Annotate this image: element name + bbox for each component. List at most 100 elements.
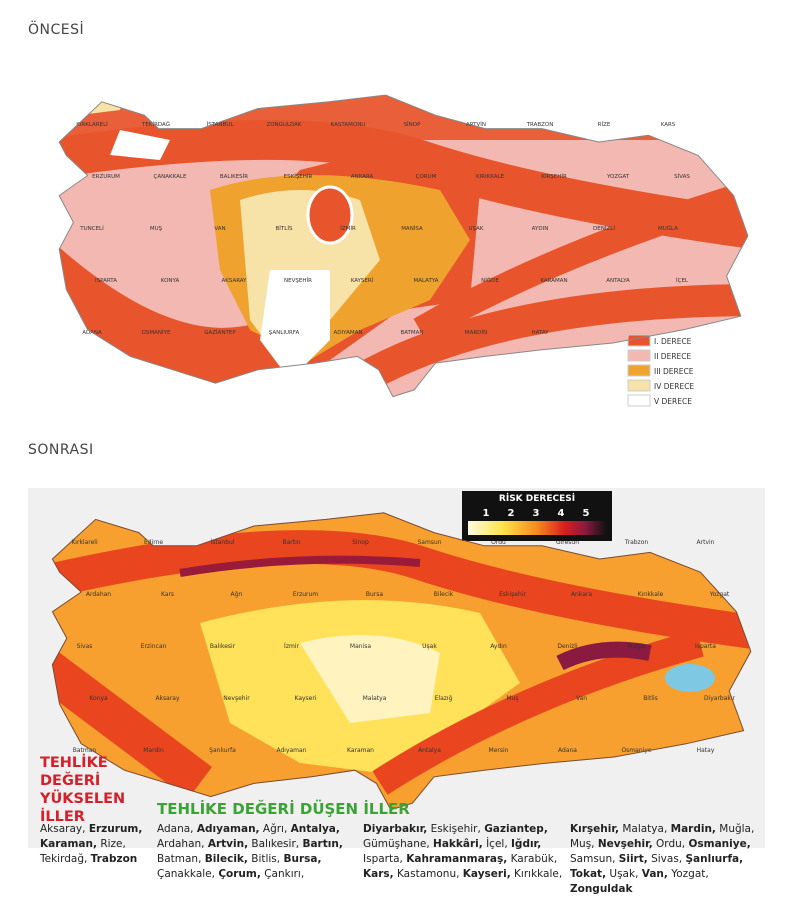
risk-level: 1 bbox=[483, 508, 490, 519]
province-name: Muğla, bbox=[719, 823, 754, 835]
city-label: ISPARTA bbox=[95, 278, 117, 284]
city-label: Erzurum bbox=[293, 591, 318, 598]
province-name: Bitlis, bbox=[251, 853, 280, 865]
section-heading: SONRASI bbox=[28, 442, 94, 458]
city-label: Artvin bbox=[697, 539, 715, 546]
province-name: Van, bbox=[642, 868, 668, 880]
city-label: Manisa bbox=[350, 643, 371, 650]
province-name: Muş, bbox=[570, 838, 595, 850]
legend-swatch bbox=[628, 380, 650, 391]
city-label: GAZİANTEP bbox=[204, 329, 236, 336]
city-label: KONYA bbox=[161, 278, 180, 284]
increased-title: TEHLİKE DEĞERİ YÜKSELEN İLLER bbox=[40, 754, 150, 826]
city-label: BİTLİS bbox=[276, 225, 293, 232]
province-name: Gümüşhane, bbox=[363, 838, 430, 850]
province-name: Ardahan, bbox=[157, 838, 205, 850]
city-label: AKSARAY bbox=[221, 278, 247, 284]
city-label: Bursa bbox=[366, 591, 384, 598]
province-name: Kars, bbox=[363, 868, 394, 880]
province-name: Kırşehir, bbox=[570, 823, 619, 835]
city-label: ADIYAMAN bbox=[334, 330, 363, 336]
province-name: Kahramanmaraş, bbox=[406, 853, 507, 865]
province-name: Diyarbakır, bbox=[363, 823, 427, 835]
city-label: Bitlis bbox=[643, 695, 658, 702]
city-label: Sinop bbox=[352, 539, 369, 546]
city-label: UŞAK bbox=[469, 226, 484, 232]
map-before: KIRKLARELİTEKİRDAĞİSTANBULZONGULDAKKASTA… bbox=[0, 0, 800, 420]
province-name: Aksaray, bbox=[40, 823, 85, 835]
legend-swatch bbox=[628, 395, 650, 406]
city-label: Ardahan bbox=[86, 591, 111, 598]
city-label: KIRŞEHİR bbox=[541, 173, 567, 180]
province-name: Eskişehir, bbox=[431, 823, 481, 835]
city-label: ZONGULDAK bbox=[266, 122, 301, 128]
city-label: MUĞLA bbox=[658, 225, 678, 232]
risk-level: 2 bbox=[508, 508, 515, 519]
city-label: Isparta bbox=[695, 643, 716, 650]
city-label: Yozgat bbox=[709, 591, 730, 598]
legend-label: V DERECE bbox=[654, 397, 692, 406]
province-name: İçel, bbox=[486, 838, 508, 850]
city-label: Aydın bbox=[490, 643, 507, 650]
province-name: Hakkâri, bbox=[433, 838, 483, 850]
province-name: Karabük, bbox=[511, 853, 558, 865]
province-name: Gaziantep, bbox=[484, 823, 548, 835]
province-name: Adana, bbox=[157, 823, 194, 835]
province-name: Yozgat, bbox=[671, 868, 709, 880]
decreased-list: Adana, Adıyaman, Ağrı, Antalya, Ardahan,… bbox=[157, 822, 357, 882]
city-label: Adana bbox=[558, 747, 577, 754]
city-label: ESKİŞEHİR bbox=[284, 173, 313, 180]
city-label: İZMİR bbox=[340, 225, 356, 232]
city-label: Karaman bbox=[347, 747, 374, 754]
city-label: Kayseri bbox=[294, 695, 316, 702]
city-label: ANTALYA bbox=[606, 278, 630, 284]
province-name: Bursa, bbox=[283, 853, 321, 865]
city-label: MARDİN bbox=[465, 329, 487, 336]
city-label: Nevşehir bbox=[223, 695, 250, 702]
city-label: Denizli bbox=[557, 643, 578, 650]
province-name: Malatya, bbox=[622, 823, 667, 835]
province-name: Çanakkale, bbox=[157, 868, 215, 880]
risk-level: 5 bbox=[583, 508, 590, 519]
province-name: Kastamonu, bbox=[397, 868, 459, 880]
city-label: Mardin bbox=[143, 747, 164, 754]
legend-label: II DERECE bbox=[654, 352, 692, 361]
province-name: Batman, bbox=[157, 853, 201, 865]
city-label: Bartın bbox=[282, 539, 300, 546]
city-label: Van bbox=[576, 695, 587, 702]
legend-swatch bbox=[628, 365, 650, 376]
city-label: İÇEL bbox=[676, 277, 689, 284]
city-label: Şanlıurfa bbox=[209, 747, 236, 754]
province-name: Kırıkkale, bbox=[514, 868, 562, 880]
decreased-list: Kırşehir, Malatya, Mardin, Muğla, Muş, N… bbox=[570, 822, 770, 897]
city-label: Kars bbox=[161, 591, 174, 598]
province-name: Trabzon bbox=[91, 853, 138, 865]
city-label: BATMAN bbox=[400, 330, 423, 336]
city-label: YOZGAT bbox=[606, 174, 630, 180]
city-label: KARS bbox=[661, 122, 676, 128]
city-label: Trabzon bbox=[624, 539, 649, 546]
province-name: Zonguldak bbox=[570, 883, 632, 895]
city-label: Samsun bbox=[417, 539, 441, 546]
legend-label: IV DERECE bbox=[654, 382, 694, 391]
city-label: HATAY bbox=[531, 330, 549, 336]
city-label: ŞANLIURFA bbox=[269, 330, 300, 336]
city-label: KIRIKKALE bbox=[476, 174, 505, 180]
city-label: Aksaray bbox=[155, 695, 180, 702]
province-name: Iğdır, bbox=[511, 838, 541, 850]
province-name: Ordu, bbox=[656, 838, 685, 850]
province-name: Erzurum, bbox=[89, 823, 143, 835]
province-name: Adıyaman, bbox=[197, 823, 260, 835]
city-label: Malatya bbox=[363, 695, 387, 702]
city-label: Muğla bbox=[627, 643, 645, 650]
province-name: Kayseri, bbox=[463, 868, 511, 880]
city-label: MALATYA bbox=[413, 278, 438, 284]
province-name: Sivas, bbox=[651, 853, 682, 865]
city-label: Elazığ bbox=[435, 695, 453, 702]
city-label: NİĞDE bbox=[481, 277, 499, 284]
city-label: ANKARA bbox=[351, 174, 374, 180]
city-label: Eskişehir bbox=[499, 591, 526, 598]
city-label: Kırıkkale bbox=[638, 591, 664, 598]
province-name: Bartın, bbox=[302, 838, 342, 850]
